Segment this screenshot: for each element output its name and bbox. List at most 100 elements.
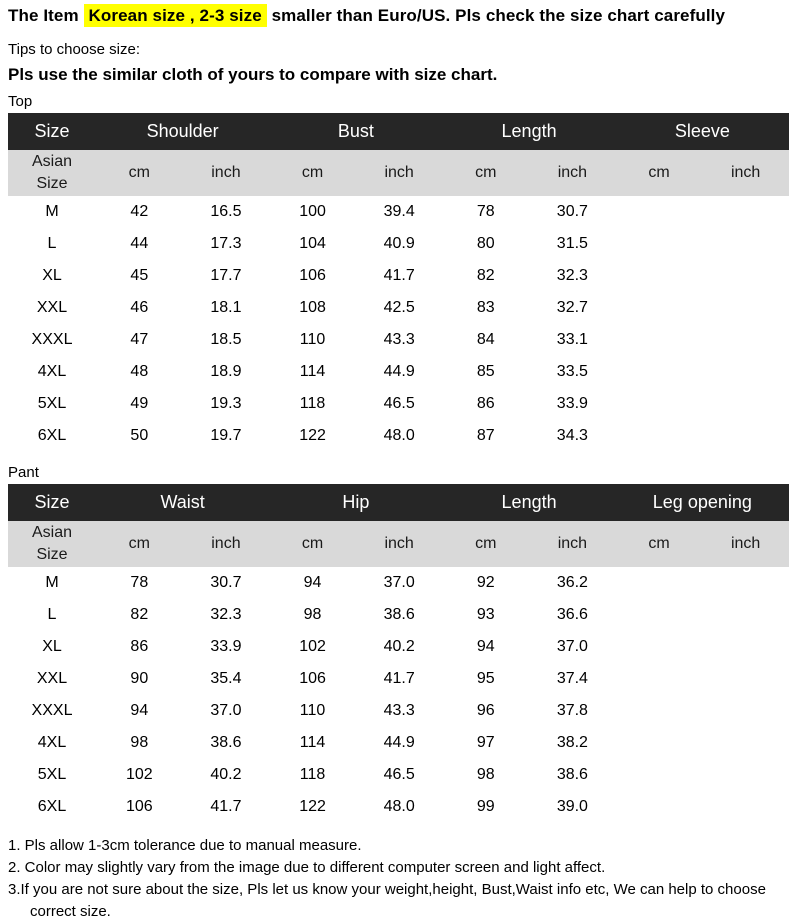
section-label-top: Top [8, 93, 33, 110]
measurement-value: 43.3 [355, 695, 443, 727]
unit-cm-label: cm [648, 535, 670, 552]
measurement-value [702, 420, 789, 452]
unit-inch-label: inch [730, 535, 761, 552]
tips-instruction: Pls use the similar cloth of yours to co… [8, 65, 498, 84]
note-tolerance: 1. Pls allow 1-3cm tolerance due to manu… [8, 837, 362, 854]
measurement-value: 34.3 [529, 420, 616, 452]
measurement-value [702, 631, 789, 663]
measurement-value: 106 [269, 260, 356, 292]
size-label: 6XL [8, 791, 97, 823]
measurement-value: 18.5 [182, 324, 270, 356]
measurement-value: 84 [442, 324, 530, 356]
size-chart-table-top: Size Shoulder Bust Length Sleeve Asian Size cm… [8, 113, 789, 452]
measurement-value: 40.2 [355, 631, 443, 663]
measurement-value: 98 [269, 599, 356, 631]
measurement-value: 32.7 [529, 292, 616, 324]
measurement-value: 38.2 [529, 727, 616, 759]
measurement-value: 32.3 [529, 260, 616, 292]
unit-inch-label: inch [557, 164, 588, 181]
tips-heading: Tips to choose size: [8, 41, 141, 58]
measurement-value: 104 [269, 228, 356, 260]
size-row: M 42 16.5 100 39.4 78 30.7 [8, 196, 789, 228]
measurement-value: 94 [269, 567, 356, 599]
measurement-value [615, 260, 703, 292]
size-label: XL [8, 260, 97, 292]
measurement-value: 78 [442, 196, 530, 228]
measurement-value: 40.2 [182, 759, 270, 791]
measurement-value [702, 599, 789, 631]
measurement-value: 94 [442, 631, 530, 663]
measurement-value: 44 [96, 228, 183, 260]
measurement-value [702, 567, 789, 599]
table-header-row: Size Waist Hip Length Leg opening [8, 484, 789, 521]
size-row: XXXL 47 18.5 110 43.3 84 33.1 [8, 324, 789, 356]
measurement-value: 46.5 [355, 388, 443, 420]
measurement-value [702, 260, 789, 292]
measurement-value: 33.9 [182, 631, 270, 663]
size-row: XXXL 94 37.0 110 43.3 96 37.8 [8, 695, 789, 727]
size-label: 5XL [8, 388, 97, 420]
measurement-value: 114 [269, 356, 356, 388]
size-row: XXL 46 18.1 108 42.5 83 32.7 [8, 292, 789, 324]
size-label: 4XL [8, 727, 97, 759]
measurement-value: 18.1 [182, 292, 270, 324]
measurement-value: 47 [96, 324, 183, 356]
title-prefix: The Item [8, 6, 79, 25]
measurement-value [702, 292, 789, 324]
measurement-value: 30.7 [529, 196, 616, 228]
measurement-value: 50 [96, 420, 183, 452]
measurement-value: 42.5 [355, 292, 443, 324]
measurement-value: 33.1 [529, 324, 616, 356]
asian-size-label: Asian Size [31, 153, 73, 192]
column-header-bust: Bust [337, 121, 374, 141]
measurement-value [615, 228, 703, 260]
measurement-value: 36.2 [529, 567, 616, 599]
measurement-value: 32.3 [182, 599, 270, 631]
measurement-value: 110 [269, 695, 356, 727]
measurement-value [702, 663, 789, 695]
measurement-value: 80 [442, 228, 530, 260]
size-label: M [8, 196, 97, 228]
measurement-value: 92 [442, 567, 530, 599]
unit-inch-label: inch [384, 164, 414, 181]
measurement-value: 83 [442, 292, 530, 324]
measurement-value [702, 324, 789, 356]
measurement-value: 33.9 [529, 388, 616, 420]
measurement-value: 49 [96, 388, 183, 420]
size-label: L [8, 228, 97, 260]
measurement-value: 38.6 [182, 727, 270, 759]
size-chart-table-pant: Size Waist Hip Length Leg opening Asian Size c… [8, 484, 789, 823]
size-label: XXL [8, 663, 97, 695]
unit-cm-label: cm [475, 535, 497, 552]
column-header-sleeve: Sleeve [674, 121, 730, 141]
measurement-value: 36.6 [529, 599, 616, 631]
measurement-value: 39.0 [529, 791, 616, 823]
notes-list: 1. Pls allow 1-3cm tolerance due to manu… [8, 835, 790, 920]
measurement-value: 100 [269, 196, 356, 228]
measurement-value: 118 [269, 759, 356, 791]
measurement-value: 41.7 [182, 791, 270, 823]
measurement-value [615, 695, 703, 727]
column-header-length: Length [501, 492, 557, 512]
size-row: XL 45 17.7 106 41.7 82 32.3 [8, 260, 789, 292]
measurement-value: 17.7 [182, 260, 270, 292]
measurement-value: 87 [442, 420, 530, 452]
measurement-value: 40.9 [355, 228, 443, 260]
measurement-value: 114 [269, 727, 356, 759]
measurement-value: 98 [442, 759, 530, 791]
measurement-value [615, 663, 703, 695]
measurement-value: 85 [442, 356, 530, 388]
measurement-value [702, 727, 789, 759]
size-row: L 82 32.3 98 38.6 93 36.6 [8, 599, 789, 631]
size-row: 5XL 102 40.2 118 46.5 98 38.6 [8, 759, 789, 791]
measurement-value: 37.8 [529, 695, 616, 727]
measurement-value: 86 [96, 631, 183, 663]
size-row: XXL 90 35.4 106 41.7 95 37.4 [8, 663, 789, 695]
measurement-value [702, 759, 789, 791]
measurement-value: 48.0 [355, 791, 443, 823]
size-label: 4XL [8, 356, 97, 388]
measurement-value: 35.4 [182, 663, 270, 695]
measurement-value: 118 [269, 388, 356, 420]
column-header-length: Length [501, 121, 557, 141]
measurement-value: 106 [269, 663, 356, 695]
